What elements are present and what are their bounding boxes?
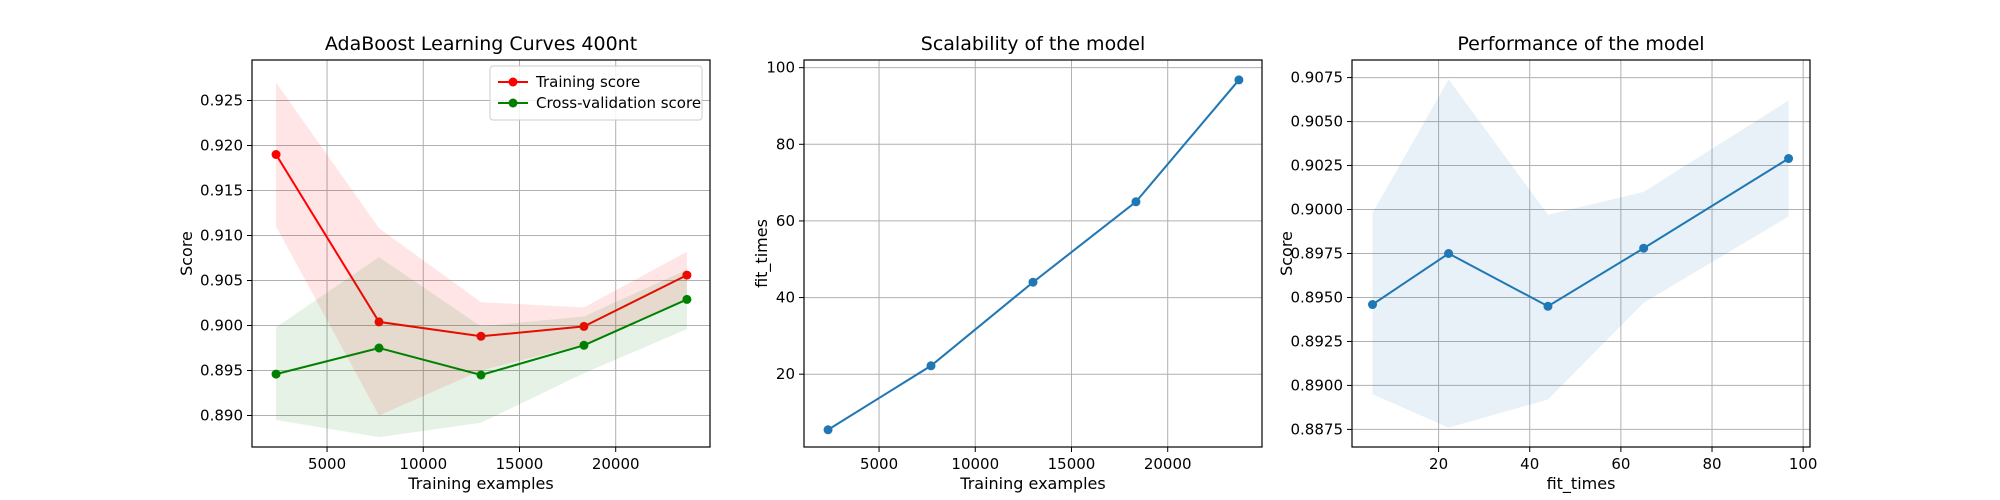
- y-tick-label: 0.9075: [1291, 69, 1344, 87]
- data-point: [1368, 300, 1378, 310]
- legend-marker: [508, 98, 518, 108]
- data-point: [374, 343, 384, 353]
- x-axis-label: fit_times: [1547, 474, 1616, 494]
- series-training-score: [271, 82, 692, 416]
- subplot-3: 20 40 60 80 100 0.8875 0.8900 0.8925 0.8950 0.897…: [1277, 33, 1817, 494]
- data-point: [271, 369, 281, 379]
- data-point: [271, 150, 281, 159]
- y-tick-label: 0.910: [200, 227, 243, 245]
- y-tick-label: 0.8975: [1291, 245, 1344, 263]
- x-axis-label: Training examples: [959, 474, 1105, 493]
- y-tick-label: 0.8925: [1291, 332, 1344, 350]
- data-point: [1444, 249, 1454, 258]
- x-tick-label: 20: [1429, 455, 1448, 473]
- y-tick-label: 0.895: [200, 362, 243, 380]
- series-cross-validation-score: [271, 257, 692, 438]
- std-band: [1372, 79, 1789, 428]
- x-tick-label: 40: [1520, 455, 1539, 473]
- x-tick-label: 15000: [496, 455, 544, 473]
- plot-area: [252, 60, 710, 447]
- legend-box: [489, 65, 703, 121]
- series-line-1: [823, 75, 1244, 435]
- legend-label: Cross-validation score: [536, 94, 701, 112]
- data-point: [476, 331, 486, 341]
- x-tick-label: 80: [1702, 455, 1721, 473]
- data-point: [1234, 75, 1244, 85]
- data-point: [823, 425, 833, 435]
- y-tick-label: 40: [776, 289, 795, 307]
- y-tick-label: 0.890: [200, 407, 243, 425]
- axes-frame: [251, 59, 711, 448]
- data-point: [1784, 154, 1794, 164]
- x-tick-label: 10000: [399, 455, 447, 473]
- y-tick-label: 0.9050: [1291, 113, 1344, 131]
- plot-area: [804, 60, 1262, 447]
- x-tick-label: 5000: [308, 455, 346, 473]
- data-point: [926, 361, 936, 371]
- y-tick-label: 0.8875: [1291, 420, 1344, 438]
- y-tick-label: 80: [776, 135, 795, 153]
- y-axis-label: Score: [177, 231, 196, 276]
- data-point: [579, 340, 589, 350]
- chart-title: Scalability of the model: [921, 33, 1145, 55]
- x-axis-label: Training examples: [407, 474, 553, 493]
- data-point: [1131, 197, 1141, 207]
- y-tick-label: 0.920: [200, 137, 243, 155]
- y-tick-label: 0.8950: [1291, 288, 1344, 306]
- y-tick-label: 0.905: [200, 272, 243, 290]
- y-axis-label: fit_times: [752, 219, 772, 288]
- data-point: [374, 317, 384, 327]
- y-tick-label: 0.9025: [1291, 157, 1344, 175]
- legend-label: Training score: [535, 73, 640, 91]
- series-line-1: [1368, 79, 1794, 428]
- x-tick-label: 15000: [1048, 455, 1096, 473]
- std-band: [276, 82, 687, 416]
- x-tick-label: 5000: [860, 455, 898, 473]
- data-point: [682, 294, 692, 304]
- data-point: [579, 321, 589, 331]
- legend-marker: [508, 77, 518, 87]
- data-point: [682, 270, 692, 280]
- y-tick-label: 0.900: [200, 317, 243, 335]
- chart-title: AdaBoost Learning Curves 400nt: [325, 33, 637, 55]
- x-tick-label: 60: [1611, 455, 1630, 473]
- y-tick-label: 0.925: [200, 92, 243, 110]
- x-tick-label: 20000: [592, 455, 640, 473]
- data-point: [1028, 277, 1038, 287]
- x-tick-label: 20000: [1144, 455, 1192, 473]
- y-tick-label: 0.9000: [1291, 201, 1344, 219]
- data-point: [1543, 301, 1553, 311]
- chart-title: Performance of the model: [1457, 33, 1704, 55]
- axes-frame: [803, 59, 1263, 448]
- y-tick-label: 20: [776, 365, 795, 383]
- y-tick-label: 0.8900: [1291, 376, 1344, 394]
- y-tick-label: 100: [766, 59, 795, 77]
- data-point: [476, 370, 486, 380]
- subplot-2: 5000 10000 15000 20000 20 40 60 80 100 Scalabilit…: [752, 33, 1263, 493]
- y-axis-label: Score: [1277, 231, 1296, 276]
- legend: Training score Cross-validation score: [489, 65, 703, 121]
- y-tick-label: 60: [776, 212, 795, 230]
- y-tick-label: 0.915: [200, 182, 243, 200]
- x-tick-label: 100: [1789, 455, 1818, 473]
- x-tick-label: 10000: [951, 455, 999, 473]
- data-point: [1639, 243, 1649, 253]
- std-band: [276, 257, 687, 438]
- subplot-1: 5000 10000 15000 20000 0.890 0.895 0.900 0.905 0…: [177, 33, 711, 493]
